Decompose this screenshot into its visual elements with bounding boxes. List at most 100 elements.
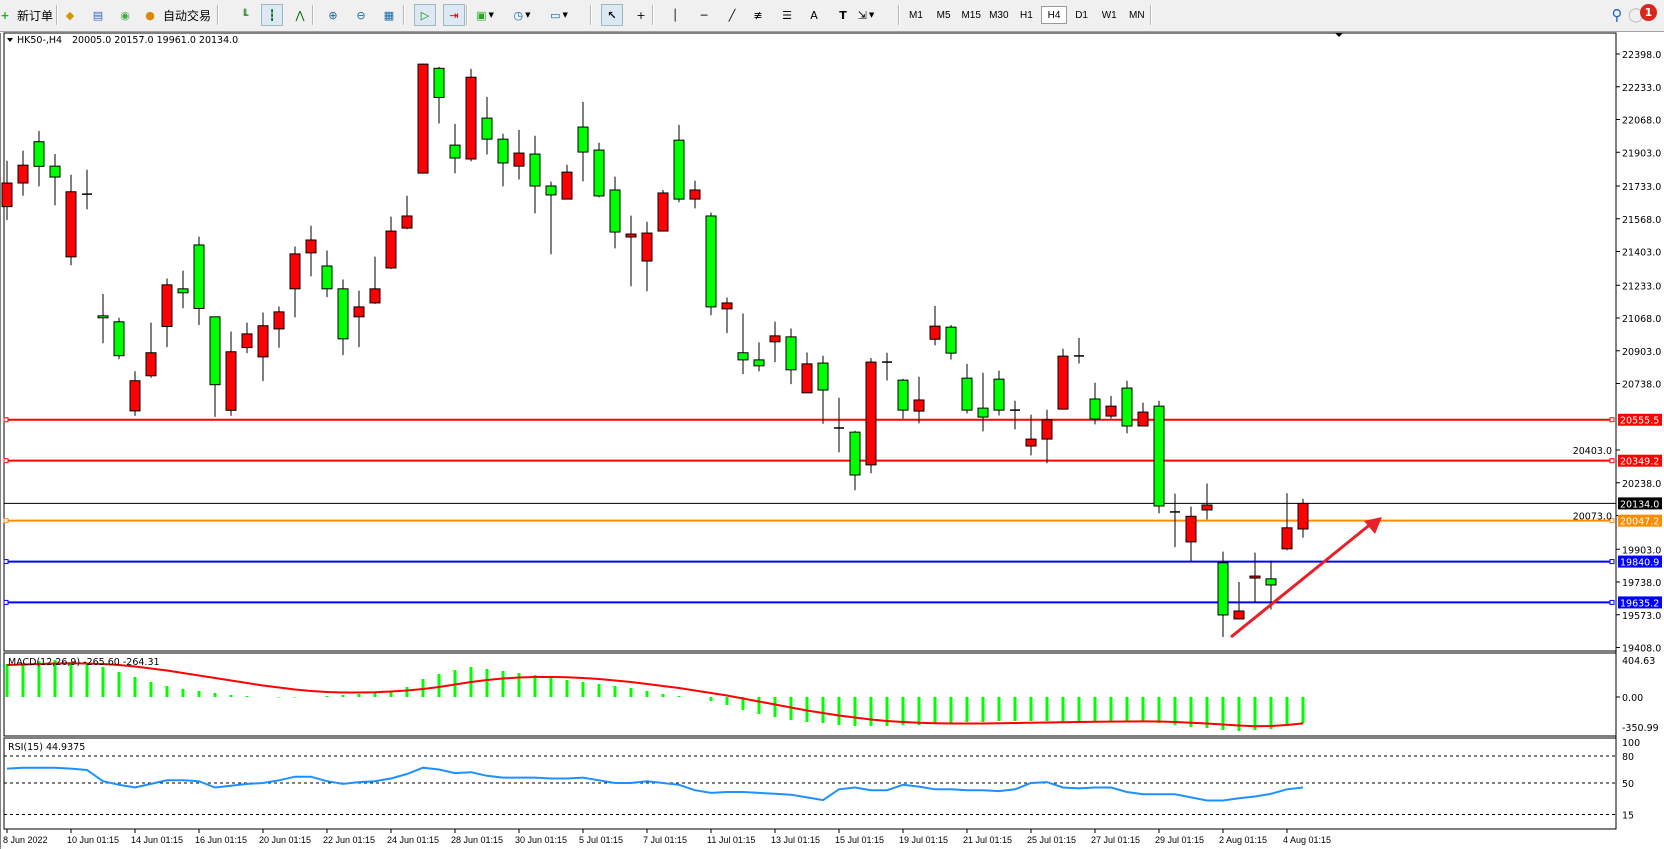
level-handle[interactable]	[3, 458, 9, 464]
candle-body	[977, 407, 989, 418]
templates-icon[interactable]: ▭ ▼	[550, 8, 568, 22]
fibo-icon[interactable]: ☰	[782, 8, 792, 22]
candle-body	[481, 117, 493, 140]
fibo-channel-icon[interactable]: ≢	[753, 8, 763, 22]
candle	[289, 246, 301, 318]
search-icon[interactable]: ⚲	[1611, 6, 1623, 24]
candle-body	[1057, 355, 1069, 410]
dropdown-arrow-icon[interactable]: ▼	[562, 11, 568, 19]
timeframe-m15[interactable]: M15	[961, 9, 981, 21]
candle	[257, 312, 269, 382]
candle	[737, 313, 749, 375]
timeframe-w1[interactable]: W1	[1101, 9, 1117, 21]
time-label: 19 Jul 01:15	[899, 835, 948, 845]
candle	[1153, 400, 1165, 514]
chart-window[interactable]: HK50-,H4 20005.0 20157.0 19961.0 20134.0 …	[0, 32, 1664, 849]
gold-icon[interactable]: ◆	[65, 8, 75, 22]
time-label: 27 Jul 01:15	[1091, 835, 1140, 845]
auto-trading-icon[interactable]: ●	[145, 8, 155, 22]
signals-icon[interactable]: ◉	[120, 8, 130, 22]
candle	[705, 212, 717, 316]
market-watch-icon[interactable]: ▤	[92, 8, 104, 22]
vertical-line-icon[interactable]: │	[671, 8, 679, 22]
new-order-button[interactable]: 新订单	[17, 8, 54, 23]
level-handle[interactable]	[1609, 559, 1615, 565]
dropdown-arrow-icon[interactable]: ▼	[525, 11, 531, 19]
new-chart-icon[interactable]: ▣ ▼	[476, 8, 494, 22]
timeframe-mn[interactable]: MN	[1129, 9, 1145, 21]
chat-icon[interactable]: ◯	[1628, 7, 1644, 23]
candle-body	[1, 182, 13, 208]
crosshair-icon[interactable]: +	[636, 8, 646, 22]
level-handle[interactable]	[1609, 599, 1615, 605]
dropdown-arrow-icon[interactable]: ▼	[488, 11, 494, 19]
level-price-tag-text: 20555.5	[1620, 416, 1659, 427]
candle	[225, 331, 237, 416]
level-handle[interactable]	[1609, 458, 1615, 464]
periods-icon[interactable]: ◷ ▼	[513, 8, 531, 22]
price-tick-label: 19573.0	[1622, 611, 1661, 622]
level-handle[interactable]	[3, 518, 9, 524]
timeframe-h1[interactable]: H1	[1019, 9, 1033, 21]
level-handle[interactable]	[3, 417, 9, 423]
toolbar-separator	[466, 5, 468, 25]
line-chart-icon[interactable]: ⋀	[295, 8, 305, 22]
candle	[1, 160, 13, 220]
bar-chart-icon[interactable]: ╙	[241, 8, 249, 22]
candle	[929, 305, 941, 346]
chart-shift-marker[interactable]	[1335, 33, 1343, 37]
level-price-tag-text: 20349.2	[1620, 457, 1659, 468]
candle	[369, 256, 381, 304]
price-tick-label: 20073.0	[1573, 512, 1612, 523]
text-label-icon[interactable]: T	[839, 8, 847, 22]
candle	[129, 371, 141, 416]
new-order-icon[interactable]: +	[0, 8, 10, 22]
candle-body	[65, 191, 77, 258]
main-panel	[3, 32, 1617, 652]
price-tick-label: 22398.0	[1622, 50, 1661, 61]
timeframe-m30[interactable]: M30	[989, 9, 1009, 21]
arrow-head-icon	[1364, 517, 1382, 534]
timeframe-h4[interactable]: H4	[1041, 6, 1067, 24]
trend-arrow[interactable]	[1230, 521, 1373, 639]
zoom-in-icon[interactable]: ⊕	[328, 8, 338, 22]
auto-scroll-icon[interactable]: ▷	[414, 4, 436, 26]
auto-trading-button[interactable]: 自动交易	[163, 8, 212, 23]
candle-body	[401, 215, 413, 229]
candle	[1233, 582, 1245, 620]
trendline-icon[interactable]: ╱	[728, 8, 736, 22]
cursor-icon[interactable]: ↖	[601, 4, 623, 26]
timeframe-d1[interactable]: D1	[1075, 9, 1088, 21]
price-tick-label: 20403.0	[1573, 446, 1612, 457]
candle	[241, 322, 253, 354]
collapse-arrow-icon[interactable]	[7, 38, 13, 42]
candle	[657, 189, 669, 232]
level-handle[interactable]	[1609, 518, 1615, 524]
horizontal-line-icon[interactable]: ─	[700, 8, 708, 22]
candle	[113, 317, 125, 360]
zoom-out-icon[interactable]: ⊖	[356, 8, 366, 22]
candle-body	[1105, 405, 1117, 417]
level-price-tag	[1618, 596, 1662, 609]
timeframe-m1[interactable]: M1	[909, 9, 923, 21]
candle-body	[913, 399, 925, 412]
level-handle[interactable]	[3, 599, 9, 605]
tile-windows-icon[interactable]: ▦	[383, 8, 395, 22]
chart-shift-icon[interactable]: ⇥	[443, 4, 465, 26]
notification-badge[interactable]: 1	[1640, 4, 1657, 21]
text-icon[interactable]: A	[810, 8, 818, 22]
candle	[433, 66, 445, 124]
candle-body	[161, 284, 173, 328]
timeframe-m5[interactable]: M5	[936, 9, 951, 21]
level-handle[interactable]	[3, 559, 9, 565]
candle	[145, 322, 157, 378]
arrows-icon[interactable]: ⇲ ▼	[857, 8, 875, 22]
dropdown-arrow-icon[interactable]: ▼	[868, 11, 875, 19]
level-handle[interactable]	[1609, 417, 1615, 423]
candle-body	[417, 63, 429, 174]
candlestick-icon[interactable]: ┇	[261, 4, 283, 26]
candle	[673, 124, 685, 203]
candle-body	[257, 325, 269, 358]
rsi-line	[6, 766, 1304, 802]
candle-body	[801, 363, 813, 394]
